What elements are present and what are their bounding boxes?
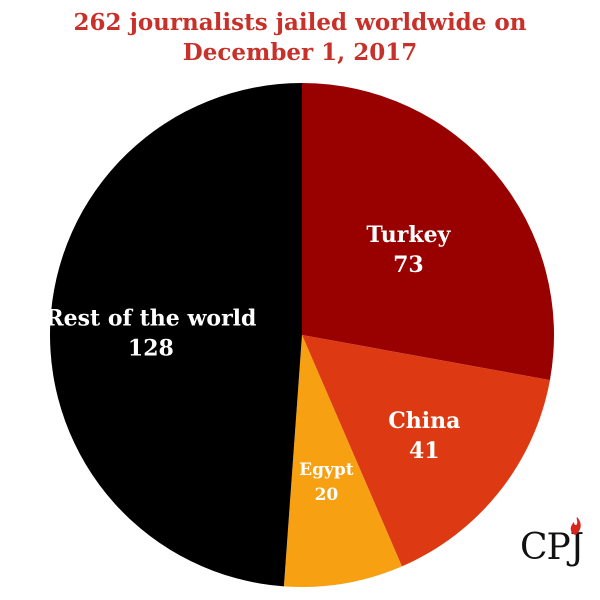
slice-value-label: 128: [128, 336, 174, 362]
slice-rest-of-world: [50, 83, 302, 587]
chart-title: 262 journalists jailed worldwide on Dece…: [0, 8, 600, 68]
slice-china: [302, 335, 550, 567]
slice-label: Rest of the world: [45, 306, 256, 332]
flame-icon: [570, 517, 581, 535]
cpj-logo-text: CPJ: [520, 527, 584, 568]
chart-title-line-1: 262 journalists jailed worldwide on: [73, 9, 527, 36]
slice-egypt: [283, 335, 402, 587]
slice-value-label: 20: [315, 485, 339, 505]
slice-value-label: 73: [393, 252, 424, 278]
slice-turkey: [302, 83, 554, 381]
slice-value-label: 41: [409, 438, 440, 464]
slice-label: Egypt: [299, 460, 354, 480]
slice-label: China: [388, 408, 460, 434]
chart-title-line-2: December 1, 2017: [182, 39, 418, 66]
cpj-logo: CPJ: [520, 527, 584, 568]
slice-label: Turkey: [366, 222, 451, 248]
